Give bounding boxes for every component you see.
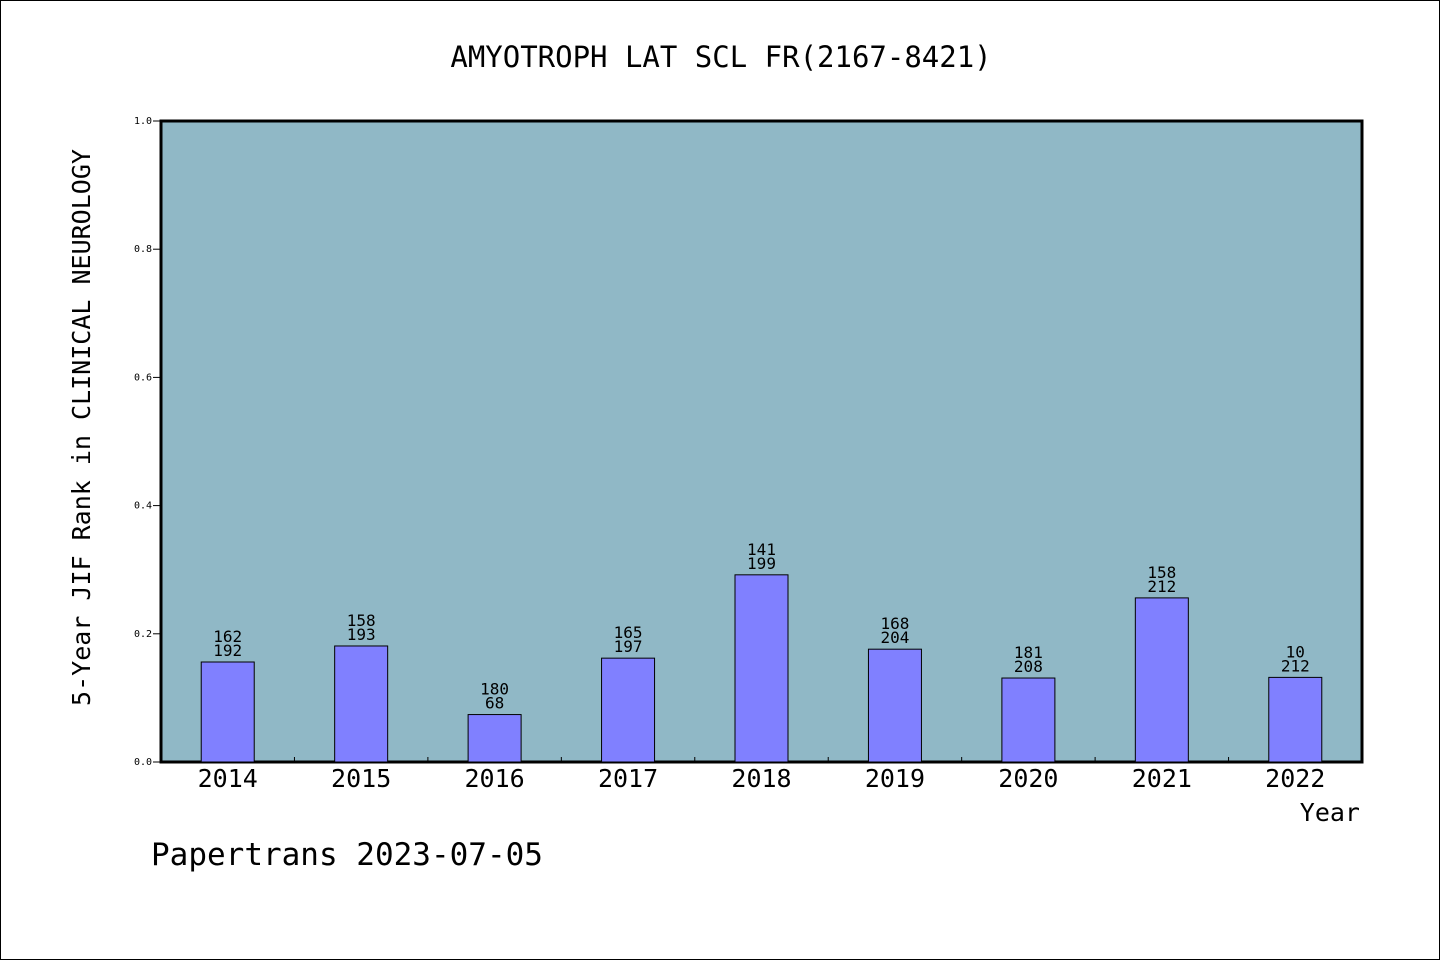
bar-rank-label: 165 — [614, 623, 643, 642]
x-tick-label: 2022 — [1265, 764, 1325, 793]
bar — [1001, 677, 1056, 763]
x-tick-label: 2015 — [331, 764, 391, 793]
x-tick-label: 2016 — [465, 764, 525, 793]
bar-series — [200, 574, 1323, 763]
bar-total-label: 68 — [485, 694, 504, 713]
y-tick-label: 0.4 — [134, 501, 152, 512]
bar — [734, 574, 789, 763]
bar-rank-label: 158 — [1147, 563, 1176, 582]
y-axis: 0.0 0.2 0.4 0.6 0.8 1.0 — [134, 116, 161, 768]
bar-labels: 1621921581931806816519714119916820418120… — [213, 540, 1309, 713]
y-tick-label: 0.2 — [134, 629, 152, 640]
bar — [200, 661, 255, 763]
x-tick-label: 2020 — [998, 764, 1058, 793]
x-tick-label: 2019 — [865, 764, 925, 793]
bar — [334, 645, 389, 763]
x-tick-label: 2017 — [598, 764, 658, 793]
bar — [1268, 676, 1323, 763]
x-tick-label: 2014 — [198, 764, 258, 793]
bar-rank-label: 168 — [880, 614, 909, 633]
bar-total-label: 199 — [747, 554, 776, 573]
bar — [467, 714, 522, 763]
chart-title: AMYOTROPH LAT SCL FR(2167-8421) — [450, 40, 991, 74]
bar-total-label: 212 — [1281, 656, 1310, 675]
y-tick-label: 0.8 — [134, 244, 152, 255]
bar-rank-label: 181 — [1014, 643, 1043, 662]
bar-rank-label: 10 — [1286, 642, 1305, 661]
y-axis-label: 5-Year JIF Rank in CLINICAL NEUROLOGY — [67, 149, 96, 706]
x-tick-label: 2021 — [1132, 764, 1192, 793]
x-axis-label: Year — [1300, 798, 1360, 827]
bar — [1134, 597, 1189, 763]
bar-rank-label: 158 — [347, 611, 376, 630]
bar-rank-label: 141 — [747, 540, 776, 559]
bar-total-label: 192 — [213, 641, 242, 660]
watermark-text: Papertrans 2023-07-05 — [151, 837, 543, 873]
x-axis: 2014 2015 2016 2017 2018 2019 2020 2021 2022 — [198, 757, 1325, 793]
bar — [867, 648, 922, 763]
bar — [601, 657, 656, 763]
y-tick-label: 0.6 — [134, 372, 152, 383]
y-tick-label: 1.0 — [134, 116, 152, 127]
bar-total-label: 197 — [614, 637, 643, 656]
bar-total-label: 212 — [1147, 577, 1176, 596]
bar-total-label: 208 — [1014, 657, 1043, 676]
bar-total-label: 193 — [347, 625, 376, 644]
bar-total-label: 204 — [880, 628, 909, 647]
bar-rank-label: 162 — [213, 627, 242, 646]
y-tick-label: 0.0 — [134, 757, 152, 768]
bar-rank-label: 180 — [480, 680, 509, 699]
x-tick-label: 2018 — [731, 764, 791, 793]
